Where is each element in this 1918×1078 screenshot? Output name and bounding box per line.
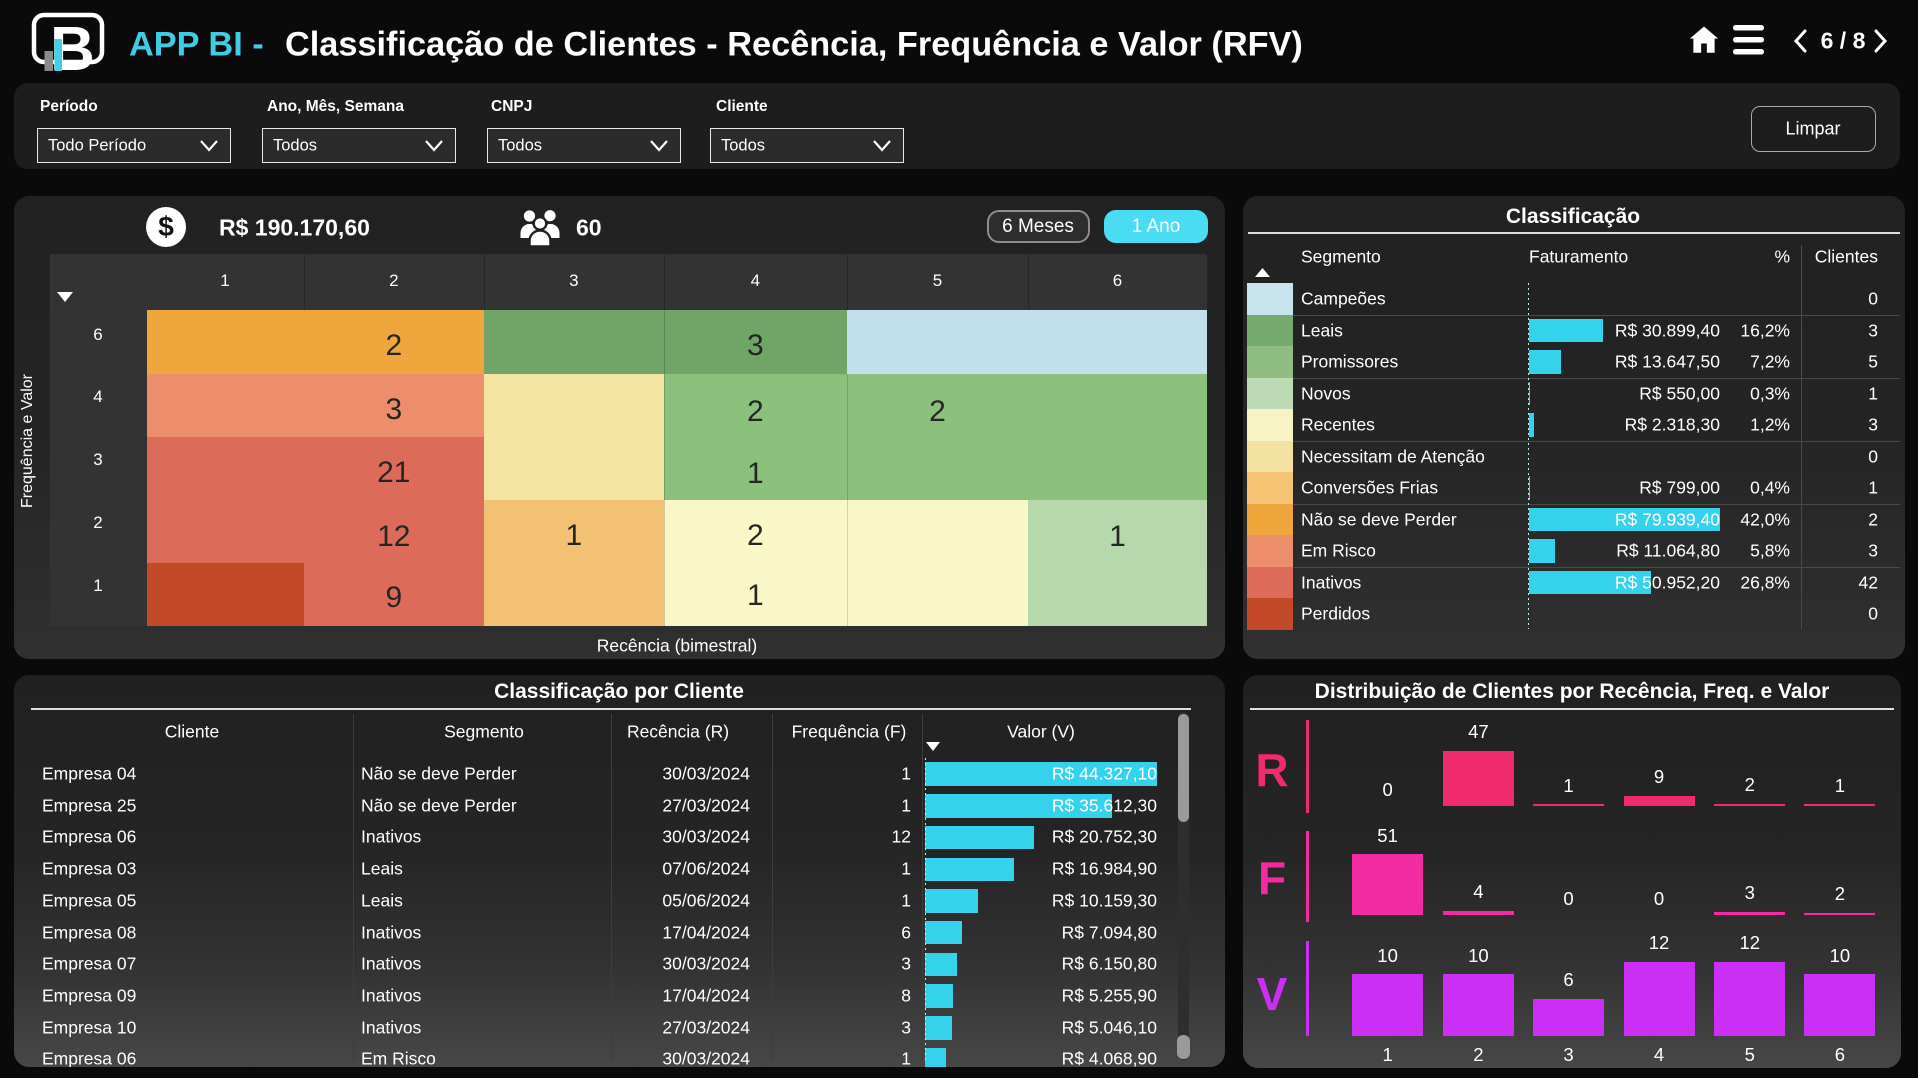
svg-text:$: $	[158, 211, 174, 242]
